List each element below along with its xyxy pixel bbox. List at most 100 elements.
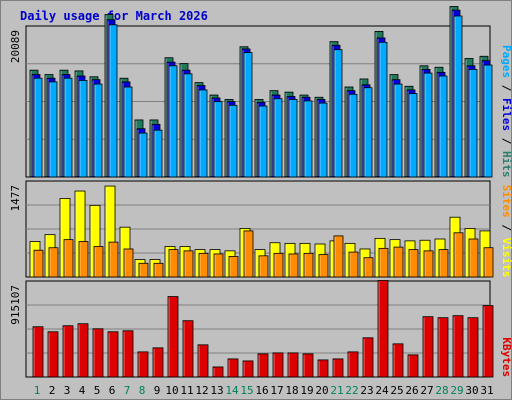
bar-sites-day-2 xyxy=(48,247,59,278)
day-label-19: 19 xyxy=(300,384,313,397)
legend-entry: Pages xyxy=(500,45,512,78)
panel-hits-files-pages: 20089 Pages / Files / Hits xyxy=(9,6,512,178)
day-label-11: 11 xyxy=(180,384,193,397)
day-label-13: 13 xyxy=(210,384,223,397)
bar-sites-day-23 xyxy=(363,257,374,278)
bar-kbytes-day-20 xyxy=(317,359,329,378)
series-kbytes xyxy=(32,280,494,378)
bar-pages-day-13 xyxy=(213,101,223,178)
bar-sites-day-10 xyxy=(168,249,179,278)
series-sites xyxy=(33,230,494,278)
day-label-10: 10 xyxy=(165,384,178,397)
bar-pages-day-31 xyxy=(483,64,493,178)
bar-sites-day-7 xyxy=(123,248,134,278)
day-label-12: 12 xyxy=(195,384,208,397)
bar-pages-day-24 xyxy=(378,41,388,178)
day-labels: 1 2 3 4 5 6 7 8 9 10 11 12 13 14 15 16 17 18 19 20 21 22 23 24 2… xyxy=(34,384,494,397)
bar-pages-day-25 xyxy=(393,83,403,178)
bar-kbytes-day-10 xyxy=(167,296,179,378)
legend-entry: Files xyxy=(500,98,512,131)
day-label-16: 16 xyxy=(255,384,268,397)
bar-pages-day-5 xyxy=(93,83,103,178)
bar-sites-day-6 xyxy=(108,241,119,278)
bar-pages-day-21 xyxy=(333,49,343,178)
day-label-30: 30 xyxy=(465,384,478,397)
bar-pages-day-7 xyxy=(123,86,133,178)
bar-pages-day-20 xyxy=(318,102,328,178)
day-label-5: 5 xyxy=(94,384,101,397)
bar-sites-day-3 xyxy=(63,239,74,278)
bar-pages-day-1 xyxy=(33,77,43,178)
bar-kbytes-day-1 xyxy=(32,326,44,378)
bar-kbytes-day-24 xyxy=(377,280,389,378)
bar-sites-day-16 xyxy=(258,255,269,278)
day-label-18: 18 xyxy=(285,384,298,397)
bar-kbytes-day-22 xyxy=(347,351,359,378)
day-label-9: 9 xyxy=(154,384,161,397)
bar-sites-day-5 xyxy=(93,246,104,278)
bar-kbytes-day-31 xyxy=(482,305,494,378)
bar-pages-day-17 xyxy=(273,98,283,178)
bar-kbytes-day-13 xyxy=(212,366,224,378)
bar-kbytes-day-21 xyxy=(332,358,344,378)
bar-sites-day-25 xyxy=(393,246,404,278)
bar-sites-day-15 xyxy=(243,230,254,278)
bar-pages-day-22 xyxy=(348,93,358,178)
bar-kbytes-day-23 xyxy=(362,337,374,378)
day-label-7: 7 xyxy=(124,384,131,397)
bar-pages-day-19 xyxy=(303,100,313,178)
bar-sites-day-31 xyxy=(483,247,494,278)
day-label-15: 15 xyxy=(240,384,253,397)
bar-kbytes-day-12 xyxy=(197,344,209,378)
bar-pages-day-30 xyxy=(468,69,478,178)
bar-pages-day-6 xyxy=(108,24,118,178)
bar-kbytes-day-29 xyxy=(452,315,464,378)
bar-pages-day-3 xyxy=(63,77,73,178)
bar-sites-day-26 xyxy=(408,249,419,278)
bar-sites-day-11 xyxy=(183,250,194,278)
day-label-23: 23 xyxy=(360,384,373,397)
bar-pages-day-10 xyxy=(168,65,178,178)
bar-kbytes-day-18 xyxy=(287,352,299,378)
day-label-22: 22 xyxy=(345,384,358,397)
day-label-20: 20 xyxy=(315,384,328,397)
bar-pages-day-11 xyxy=(183,73,193,178)
bar-kbytes-day-28 xyxy=(437,317,449,378)
bar-sites-day-30 xyxy=(468,238,479,278)
day-label-17: 17 xyxy=(270,384,283,397)
bar-kbytes-day-11 xyxy=(182,320,194,378)
day-label-31: 31 xyxy=(480,384,493,397)
bar-kbytes-day-7 xyxy=(122,330,134,378)
y-scale-label: 20089 xyxy=(9,30,22,63)
bar-sites-day-19 xyxy=(303,252,314,278)
day-label-21: 21 xyxy=(330,384,343,397)
bar-sites-day-20 xyxy=(318,254,329,278)
bar-sites-day-28 xyxy=(438,249,449,278)
legend-entry: Sites xyxy=(500,185,512,218)
bar-pages-day-29 xyxy=(453,15,463,178)
day-label-4: 4 xyxy=(79,384,86,397)
bar-kbytes-day-3 xyxy=(62,325,74,378)
day-label-27: 27 xyxy=(420,384,433,397)
bar-sites-day-17 xyxy=(273,252,284,278)
bar-kbytes-day-30 xyxy=(467,317,479,378)
panel-visits-sites: 1477 Sites / Visits xyxy=(9,180,512,278)
bar-kbytes-day-17 xyxy=(272,352,284,378)
legend-entry: / xyxy=(500,218,512,238)
bar-sites-day-9 xyxy=(153,262,164,278)
bar-kbytes-day-14 xyxy=(227,358,239,378)
bar-kbytes-day-4 xyxy=(77,323,89,378)
day-label-6: 6 xyxy=(109,384,116,397)
legend-entry: / xyxy=(500,131,512,151)
bar-kbytes-day-15 xyxy=(242,360,254,378)
bar-kbytes-day-25 xyxy=(392,343,404,378)
day-label-1: 1 xyxy=(34,384,41,397)
bar-kbytes-day-26 xyxy=(407,354,419,378)
bar-kbytes-day-27 xyxy=(422,316,434,378)
bar-kbytes-day-16 xyxy=(257,353,269,378)
day-label-24: 24 xyxy=(375,384,389,397)
bar-pages-day-18 xyxy=(288,99,298,178)
bar-pages-day-2 xyxy=(48,81,58,178)
legend-entry: KBytes xyxy=(500,337,512,377)
